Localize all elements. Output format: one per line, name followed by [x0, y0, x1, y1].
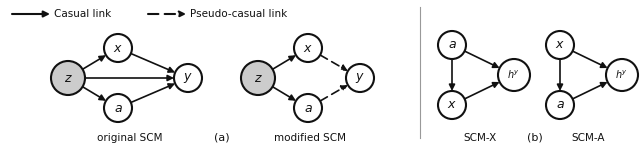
Text: SCM-A: SCM-A	[572, 133, 605, 143]
Text: modified SCM: modified SCM	[274, 133, 346, 143]
Circle shape	[51, 61, 85, 95]
Text: (b): (b)	[527, 133, 543, 143]
Circle shape	[174, 64, 202, 92]
Text: $x$: $x$	[447, 98, 457, 112]
Circle shape	[294, 94, 322, 122]
Circle shape	[241, 61, 275, 95]
Text: $y$: $y$	[355, 71, 365, 85]
Circle shape	[498, 59, 530, 91]
Text: $x$: $x$	[555, 39, 565, 51]
Text: $z$: $z$	[63, 71, 72, 85]
Circle shape	[546, 31, 574, 59]
Circle shape	[104, 34, 132, 62]
Text: $a$: $a$	[556, 98, 564, 112]
Text: $h^y$: $h^y$	[616, 69, 628, 81]
Circle shape	[104, 94, 132, 122]
Circle shape	[346, 64, 374, 92]
Text: Pseudo-casual link: Pseudo-casual link	[190, 9, 287, 19]
Text: Casual link: Casual link	[54, 9, 111, 19]
Text: original SCM: original SCM	[97, 133, 163, 143]
Text: $x$: $x$	[113, 41, 123, 55]
Circle shape	[438, 31, 466, 59]
Text: SCM-X: SCM-X	[463, 133, 497, 143]
Circle shape	[546, 91, 574, 119]
Text: $a$: $a$	[113, 102, 122, 115]
Text: $x$: $x$	[303, 41, 313, 55]
Text: $y$: $y$	[183, 71, 193, 85]
Circle shape	[438, 91, 466, 119]
Text: (a): (a)	[214, 133, 230, 143]
Text: $z$: $z$	[253, 71, 262, 85]
Text: $a$: $a$	[447, 39, 456, 51]
Text: $h^y$: $h^y$	[508, 69, 520, 81]
Circle shape	[606, 59, 638, 91]
Circle shape	[294, 34, 322, 62]
Text: $a$: $a$	[303, 102, 312, 115]
